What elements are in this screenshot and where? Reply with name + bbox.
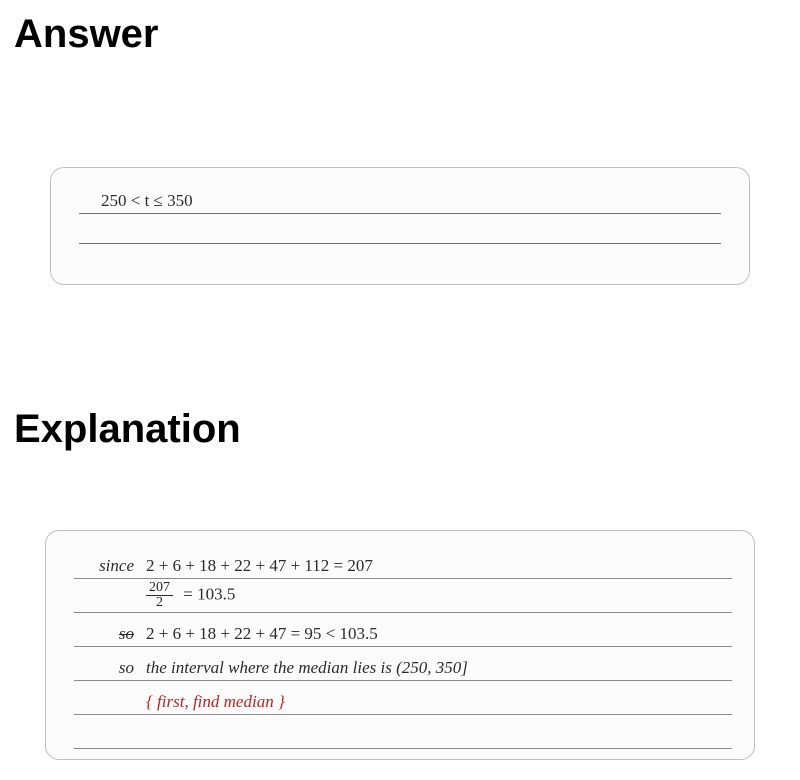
explain-line-1: since 2 + 6 + 18 + 22 + 47 + 112 = 207: [74, 545, 732, 579]
explain-lead-3: so: [74, 624, 146, 644]
explain-text-3: 2 + 6 + 18 + 22 + 47 = 95 < 103.5: [146, 624, 732, 644]
explain-line-3: so 2 + 6 + 18 + 22 + 47 = 95 < 103.5: [74, 613, 732, 647]
explain-lead-4: so: [74, 658, 146, 678]
answer-line-1: 250 < t ≤ 350: [79, 184, 721, 214]
answer-line-2: [79, 214, 721, 244]
explain-text-5: { first, find median }: [146, 692, 732, 712]
explain-text-2-wrap: 207 2 = 103.5: [146, 581, 732, 610]
fraction-icon: 207 2: [146, 581, 173, 610]
answer-box: 250 < t ≤ 350: [50, 167, 750, 285]
explain-line-6: [74, 715, 732, 749]
spacer: [0, 285, 800, 395]
explain-text-1: 2 + 6 + 18 + 22 + 47 + 112 = 207: [146, 556, 732, 576]
explain-text-4: the interval where the median lies is (2…: [146, 658, 732, 678]
explanation-box: since 2 + 6 + 18 + 22 + 47 + 112 = 207 2…: [45, 530, 755, 760]
explain-line-4: so the interval where the median lies is…: [74, 647, 732, 681]
explain-lead-1: since: [74, 556, 146, 576]
answer-heading: Answer: [0, 0, 800, 57]
fraction-num: 207: [146, 581, 173, 596]
explain-line-5: { first, find median }: [74, 681, 732, 715]
explanation-heading: Explanation: [0, 395, 800, 452]
fraction-den: 2: [153, 596, 166, 610]
explain-text-2: = 103.5: [183, 584, 235, 603]
answer-text: 250 < t ≤ 350: [79, 191, 193, 210]
explain-line-2: 207 2 = 103.5: [74, 579, 732, 613]
